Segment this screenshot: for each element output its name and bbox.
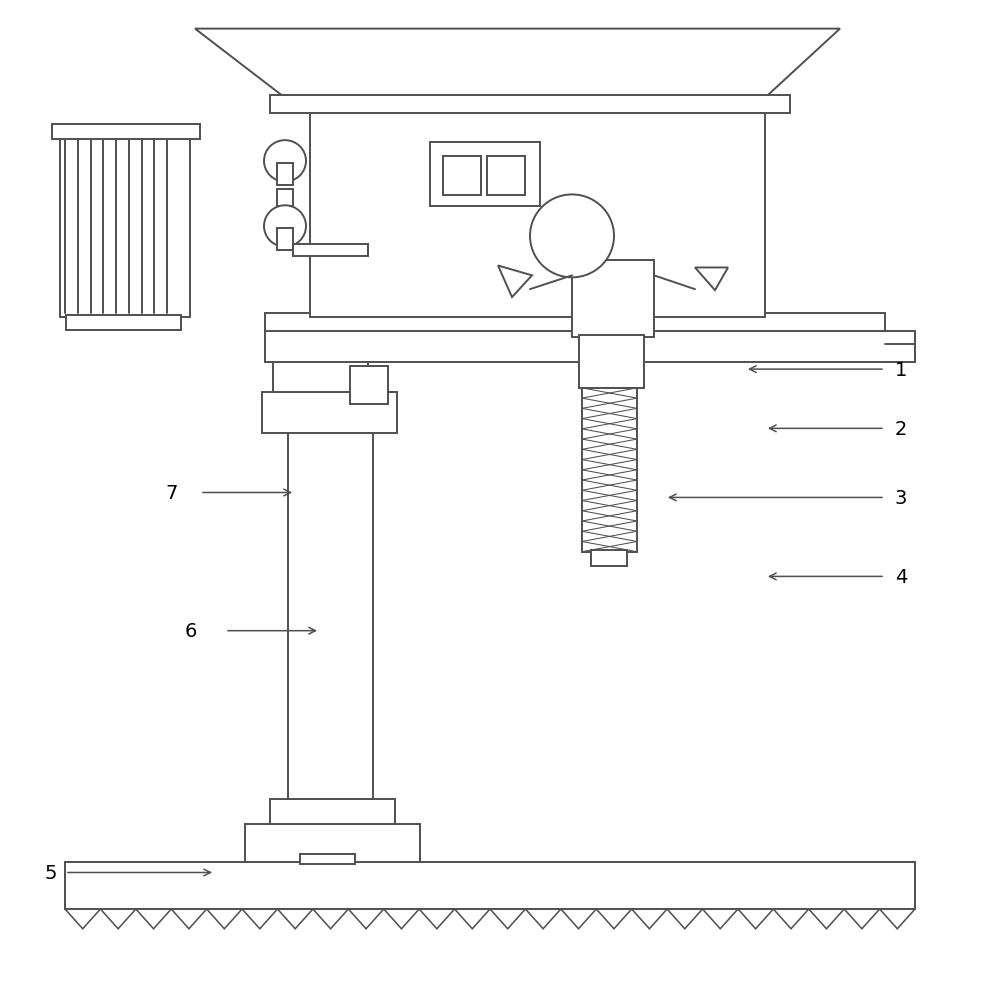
- Bar: [591, 550, 627, 566]
- Bar: [277, 229, 293, 250]
- Bar: [487, 157, 525, 196]
- Bar: [273, 317, 331, 345]
- Bar: [270, 96, 790, 113]
- Bar: [350, 367, 388, 404]
- Bar: [262, 392, 397, 434]
- Text: 3: 3: [895, 488, 907, 508]
- Text: 4: 4: [895, 567, 907, 587]
- Bar: [65, 862, 915, 909]
- Bar: [443, 157, 481, 196]
- Bar: [277, 164, 293, 185]
- Polygon shape: [695, 268, 728, 291]
- Bar: [572, 260, 654, 337]
- Bar: [66, 316, 181, 330]
- Polygon shape: [498, 266, 532, 298]
- Bar: [273, 333, 368, 392]
- Text: 7: 7: [165, 483, 177, 503]
- Polygon shape: [195, 30, 840, 99]
- Bar: [265, 314, 885, 331]
- Bar: [245, 824, 420, 862]
- Bar: [582, 388, 637, 552]
- Bar: [310, 99, 765, 317]
- Text: 6: 6: [185, 621, 197, 641]
- Bar: [52, 125, 200, 140]
- Text: 1: 1: [895, 360, 907, 380]
- Bar: [293, 245, 368, 256]
- Circle shape: [264, 141, 306, 182]
- Bar: [60, 135, 190, 317]
- Bar: [288, 420, 373, 800]
- Circle shape: [264, 206, 306, 247]
- Bar: [265, 331, 915, 363]
- Text: 5: 5: [45, 863, 58, 882]
- Text: 2: 2: [895, 419, 907, 439]
- Bar: [579, 335, 644, 388]
- Bar: [277, 189, 293, 207]
- Bar: [270, 800, 395, 824]
- Circle shape: [530, 195, 614, 278]
- Bar: [300, 854, 355, 864]
- Bar: [430, 143, 540, 207]
